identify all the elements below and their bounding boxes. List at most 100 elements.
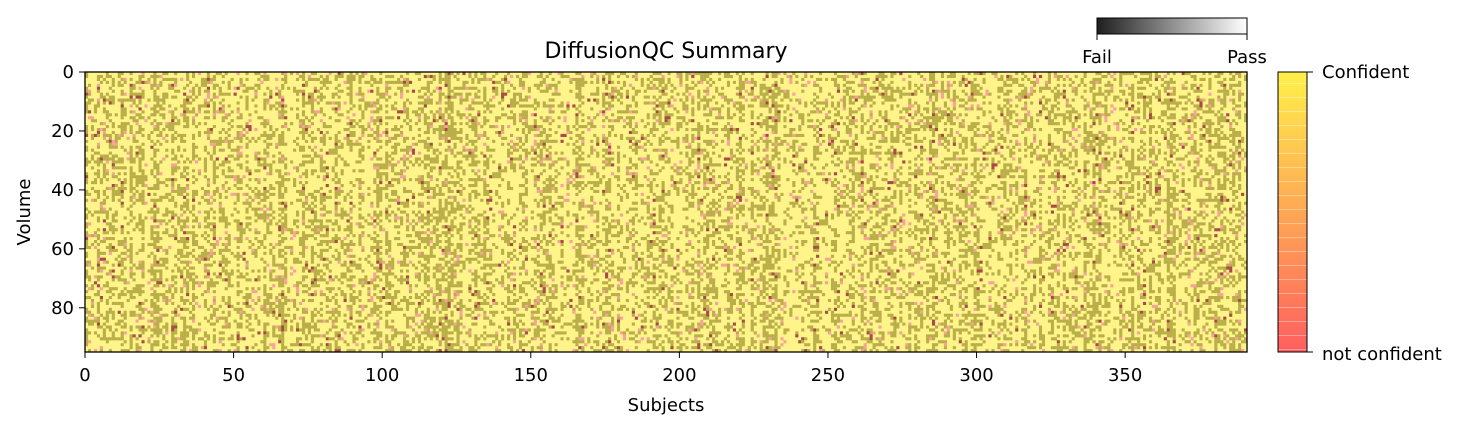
heatmap-cell <box>361 130 365 135</box>
heatmap-cell <box>417 325 421 329</box>
heatmap-cell <box>171 278 175 282</box>
heatmap-cell <box>281 225 285 229</box>
heatmap-cell <box>191 304 196 308</box>
heatmap-cell <box>337 310 341 314</box>
heatmap-cell <box>301 101 306 105</box>
heatmap-cell <box>373 101 377 105</box>
heatmap-cell <box>287 307 291 311</box>
heatmap-cell <box>370 133 374 137</box>
heatmap-cell <box>450 175 454 179</box>
heatmap-cell <box>150 234 154 238</box>
heatmap-cell <box>462 72 466 76</box>
heatmap-cell <box>191 237 196 241</box>
heatmap-cell <box>385 313 389 317</box>
heatmap-cell <box>141 72 145 76</box>
heatmap-cell <box>90 242 95 247</box>
heatmap-cell <box>159 83 163 87</box>
heatmap-cell <box>346 192 350 196</box>
heatmap-cell <box>150 186 154 191</box>
heatmap-cell <box>319 228 323 232</box>
heatmap-cell <box>397 231 401 235</box>
heatmap-cell <box>278 263 282 267</box>
heatmap-cell <box>310 107 314 111</box>
heatmap-cell <box>266 263 270 267</box>
heatmap-cell <box>263 157 267 161</box>
heatmap-cell <box>361 281 365 285</box>
heatmap-cell <box>426 260 430 264</box>
heatmap-cell <box>236 107 240 111</box>
heatmap-cell <box>337 181 341 185</box>
heatmap-cell <box>459 213 463 217</box>
heatmap-cell <box>313 231 317 235</box>
heatmap-cell <box>444 107 448 111</box>
heatmap-cell <box>483 245 487 249</box>
heatmap-cell <box>138 101 142 105</box>
heatmap-cell <box>319 290 323 294</box>
heatmap-cell <box>135 251 139 255</box>
heatmap-cell <box>456 328 460 332</box>
heatmap-cell <box>284 298 288 303</box>
heatmap-cell <box>385 151 389 155</box>
heatmap-cell <box>483 130 487 135</box>
heatmap-cell <box>147 98 151 102</box>
heatmap-cell <box>254 186 258 191</box>
heatmap-cell <box>296 225 300 229</box>
heatmap-cell <box>171 275 175 279</box>
heatmap-cell <box>263 331 267 335</box>
heatmap-cell <box>417 260 421 264</box>
heatmap-cell <box>260 240 264 244</box>
heatmap-cell <box>227 133 231 137</box>
heatmap-cell <box>165 340 169 344</box>
heatmap-cell <box>304 83 309 87</box>
heatmap-cell <box>138 74 142 79</box>
heatmap-cell <box>432 228 436 232</box>
heatmap-cell <box>129 116 133 120</box>
heatmap-cell <box>278 228 282 232</box>
heatmap-cell <box>90 148 95 152</box>
heatmap-cell <box>474 231 478 235</box>
heatmap-cell <box>105 210 109 214</box>
heatmap-cell <box>159 316 163 320</box>
heatmap-cell <box>269 343 273 347</box>
heatmap-cell <box>221 216 225 220</box>
heatmap-cell <box>174 157 178 161</box>
heatmap-cell <box>298 349 303 353</box>
heatmap-cell <box>162 260 166 264</box>
heatmap-cell <box>153 160 157 164</box>
heatmap-cell <box>180 298 184 303</box>
heatmap-cell <box>376 337 380 341</box>
heatmap-cell <box>328 101 332 105</box>
heatmap-cell <box>420 254 424 258</box>
heatmap-cell <box>397 278 401 282</box>
heatmap-cell <box>203 163 207 167</box>
heatmap-cell <box>346 242 350 247</box>
heatmap-cell <box>450 331 454 335</box>
heatmap-cell <box>272 160 276 164</box>
heatmap-cell <box>382 172 386 176</box>
heatmap-cell <box>307 119 312 123</box>
heatmap-cell <box>385 207 389 211</box>
heatmap-cell <box>293 231 297 235</box>
heatmap-cell <box>370 278 374 282</box>
heatmap-cell <box>456 349 460 353</box>
heatmap-cell <box>414 284 418 288</box>
heatmap-cell <box>468 204 472 208</box>
heatmap-cell <box>203 130 207 135</box>
heatmap-cell <box>388 198 392 202</box>
heatmap-cell <box>227 310 231 314</box>
heatmap-cell <box>385 98 389 102</box>
heatmap-cell <box>177 219 181 223</box>
heatmap-cell <box>337 104 341 108</box>
heatmap-cell <box>263 189 267 193</box>
heatmap-cell <box>227 160 231 164</box>
heatmap-cell <box>254 110 258 114</box>
heatmap-cell <box>402 257 407 261</box>
heatmap-cell <box>483 331 487 335</box>
heatmap-cell <box>388 240 392 244</box>
heatmap-cell <box>319 95 323 99</box>
heatmap-cell <box>438 207 442 211</box>
heatmap-cell <box>183 186 187 191</box>
heatmap-cell <box>85 222 89 226</box>
heatmap-cell <box>105 186 109 191</box>
heatmap-cell <box>174 107 178 111</box>
